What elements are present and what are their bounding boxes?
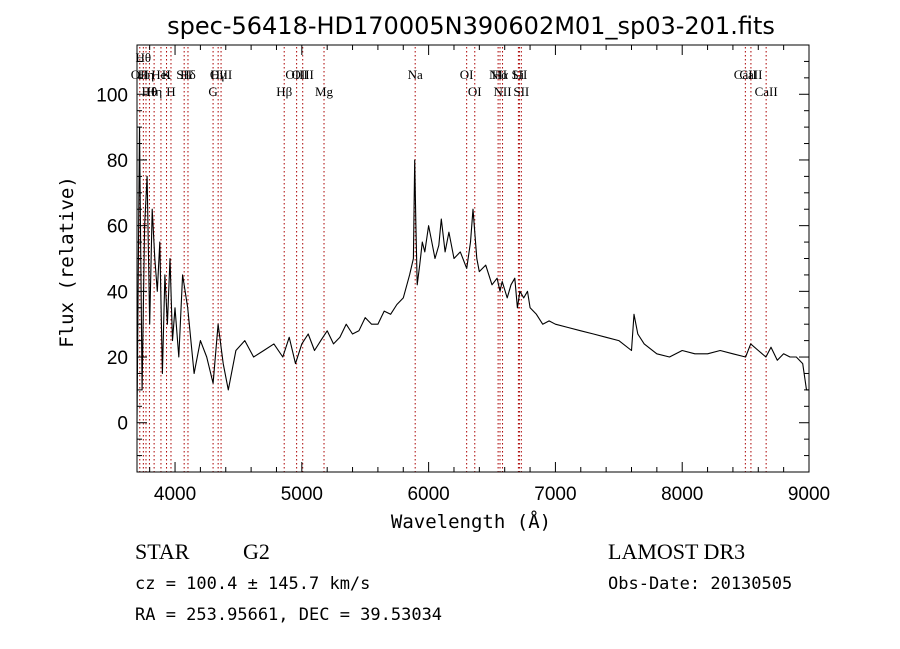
line-marker-label: OIII — [285, 67, 307, 82]
y-axis-ticks: 0 20 40 60 80 100 — [96, 60, 809, 457]
line-marker-label: NII — [489, 67, 507, 82]
line-marker-label: CaII — [755, 84, 778, 99]
redshift-info: cz = 100.4 ± 145.7 km/s — [135, 574, 370, 594]
line-marker-label: Hγ — [211, 67, 226, 82]
line-marker-label: SII — [511, 67, 527, 82]
line-marker-label: OIII — [292, 67, 314, 82]
x-tick-label: 6000 — [407, 484, 449, 505]
x-tick-label: 9000 — [788, 484, 830, 505]
line-marker-label: CaII — [734, 67, 757, 82]
emission-line-markers — [139, 47, 767, 472]
y-tick-label: 100 — [96, 85, 128, 106]
line-marker-label: OIII — [210, 67, 232, 82]
line-marker-label: CaII — [739, 67, 762, 82]
line-marker-label: Hθ — [142, 84, 158, 99]
y-tick-label: 80 — [107, 151, 128, 172]
x-axis-ticks: 4000 5000 6000 7000 8000 9000 — [149, 45, 830, 505]
y-tick-label: 0 — [117, 414, 128, 435]
line-marker-label: SII — [513, 84, 529, 99]
x-tick-label: 4000 — [154, 484, 196, 505]
line-marker-label: Mg — [315, 84, 334, 99]
line-marker-label: Hη — [146, 84, 162, 99]
line-marker-label: OI — [460, 67, 474, 82]
object-subclass: G2 — [243, 539, 270, 564]
line-marker-label: K — [162, 67, 172, 82]
y-axis-label: Flux (relative) — [56, 176, 78, 348]
coordinates: RA = 253.95661, DEC = 39.53034 — [135, 605, 442, 625]
line-marker-label: OII — [131, 67, 149, 82]
line-marker-label: SII — [176, 67, 192, 82]
line-marker-label: Hα — [492, 67, 508, 82]
line-marker-label: Hδ — [180, 67, 196, 82]
emission-line-labels: OIIHθHηHθHηHeIKHSIIHδGHγOIIIHβOIIIOIIIMg… — [131, 50, 778, 99]
line-marker-label: HeI — [151, 67, 171, 82]
line-marker-label: H — [166, 84, 175, 99]
x-tick-label: 5000 — [281, 484, 323, 505]
line-marker-label: Hβ — [276, 84, 292, 99]
line-marker-label: Hη — [138, 67, 154, 82]
x-axis-label: Wavelength (Å) — [391, 510, 551, 533]
object-class: STAR — [135, 539, 190, 564]
y-tick-label: 60 — [107, 217, 128, 238]
line-marker-label: Li — [513, 67, 525, 82]
line-marker-label: G — [208, 84, 217, 99]
plot-frame — [136, 44, 810, 473]
x-tick-label: 7000 — [534, 484, 576, 505]
y-tick-label: 40 — [107, 282, 128, 303]
line-marker-label: Na — [408, 67, 423, 82]
x-tick-label: 8000 — [661, 484, 703, 505]
line-marker-label: Hθ — [136, 50, 152, 65]
chart-title: spec-56418-HD170005N390602M01_sp03-201.f… — [167, 12, 775, 40]
line-marker-label: NII — [494, 84, 512, 99]
y-tick-label: 20 — [107, 348, 128, 369]
spectrum-line — [136, 126, 809, 423]
survey-name: LAMOST DR3 — [608, 539, 745, 564]
line-marker-label: OI — [468, 84, 482, 99]
obs-date: Obs-Date: 20130505 — [608, 574, 792, 594]
